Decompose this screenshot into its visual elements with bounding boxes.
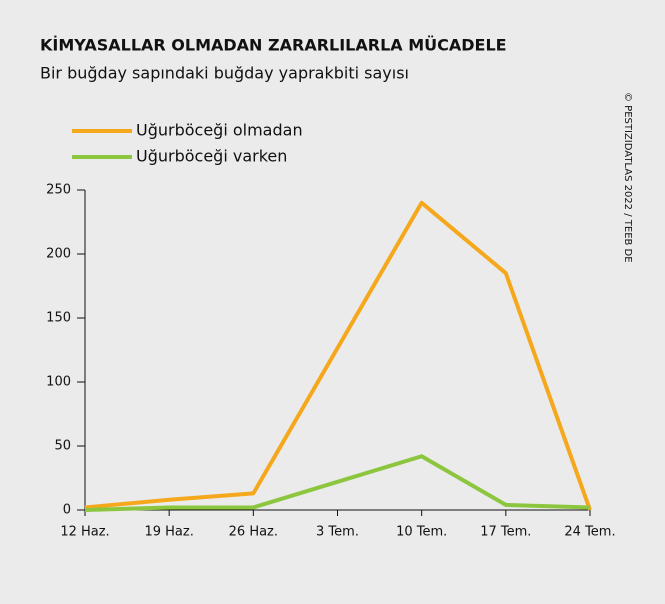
- y-tick-label: 0: [63, 503, 71, 518]
- x-tick-label: 12 Haz.: [60, 525, 109, 540]
- legend-label: Uğurböceği olmadan: [136, 121, 303, 140]
- y-tick-label: 200: [46, 247, 71, 262]
- y-tick-label: 100: [46, 375, 71, 390]
- chart-subtitle: Bir buğday sapındaki buğday yaprakbiti s…: [40, 64, 409, 83]
- chart-title: KİMYASALLAR OLMADAN ZARARLILARLA MÜCADEL…: [40, 36, 507, 55]
- y-tick-label: 150: [46, 311, 71, 326]
- legend-label: Uğurböceği varken: [136, 147, 287, 166]
- x-tick-label: 19 Haz.: [144, 525, 193, 540]
- x-tick-label: 26 Haz.: [229, 525, 278, 540]
- x-tick-label: 24 Tem.: [564, 525, 615, 540]
- x-tick-label: 10 Tem.: [396, 525, 447, 540]
- x-tick-label: 17 Tem.: [480, 525, 531, 540]
- x-tick-label: 3 Tem.: [316, 525, 359, 540]
- y-tick-label: 250: [46, 183, 71, 198]
- chart: KİMYASALLAR OLMADAN ZARARLILARLA MÜCADEL…: [0, 0, 665, 604]
- y-tick-label: 50: [54, 439, 71, 454]
- source: © PESTIZIDATLAS 2022 / TEEB DE: [622, 92, 633, 263]
- data-line: [85, 203, 590, 510]
